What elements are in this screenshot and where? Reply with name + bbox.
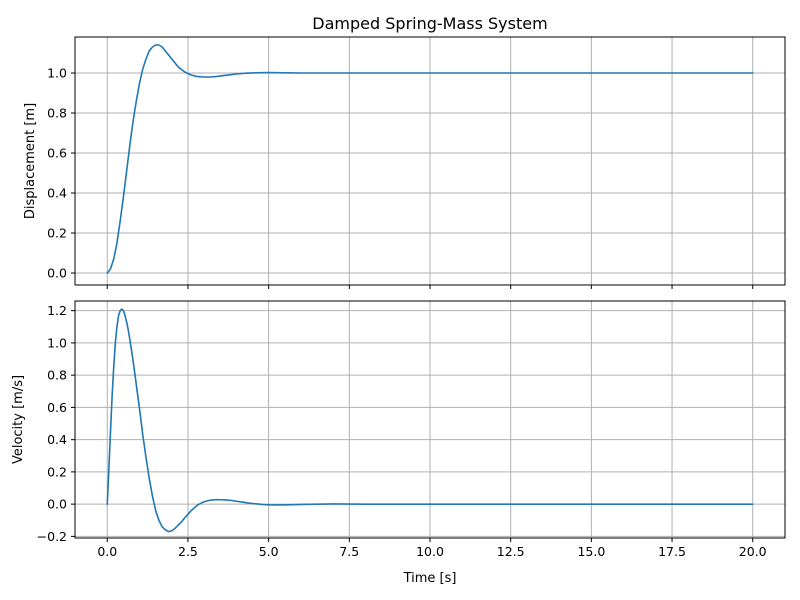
displacement-ytick-label-2: 0.4 [47, 186, 67, 201]
displacement-ytick-label-0: 0.0 [47, 266, 67, 281]
velocity-ylabel: Velocity [m/s] [11, 375, 26, 464]
displacement-ytick-label-5: 1.0 [47, 66, 67, 81]
velocity-xtick-label-8: 20.0 [739, 544, 767, 559]
displacement-series-line-0 [106, 44, 754, 274]
velocity-xtick-label-3: 7.5 [339, 544, 359, 559]
velocity-xtick-label-7: 17.5 [658, 544, 686, 559]
velocity-ytick-label-0: −0.2 [37, 529, 67, 544]
displacement-ytick-label-1: 0.2 [47, 226, 67, 241]
velocity-xtick-label-1: 2.5 [178, 544, 198, 559]
velocity-ytick-label-5: 0.8 [47, 368, 67, 383]
velocity-ytick-label-7: 1.2 [47, 303, 67, 318]
displacement-ytick-label-4: 0.8 [47, 106, 67, 121]
displacement-ylabel: Displacement [m] [23, 103, 38, 219]
velocity-xtick-label-6: 15.0 [577, 544, 605, 559]
displacement-ytick-label-3: 0.6 [47, 146, 67, 161]
velocity-xtick-label-5: 12.5 [497, 544, 525, 559]
velocity-xtick-label-0: 0.0 [97, 544, 117, 559]
velocity-panel: 0.0 2.5 5.0 7.5 10.0 12.5 15.0 17.5 20.0 −0.2 0.0 0… [11, 300, 786, 586]
velocity-series-line-0 [106, 308, 754, 533]
velocity-ytick-label-2: 0.2 [47, 464, 67, 479]
velocity-ytick-label-3: 0.4 [47, 432, 67, 447]
velocity-ytick-label-1: 0.0 [47, 497, 67, 512]
velocity-xlabel: Time [s] [403, 571, 457, 586]
figure-title: Damped Spring-Mass System [312, 14, 547, 33]
velocity-xtick-label-4: 10.0 [416, 544, 444, 559]
displacement-panel: 0.0 0.2 0.4 0.6 0.8 1.0 Displacement [m] [23, 36, 786, 289]
velocity-xtick-label-2: 5.0 [259, 544, 279, 559]
velocity-ytick-label-4: 0.6 [47, 400, 67, 415]
velocity-ytick-label-6: 1.0 [47, 335, 67, 350]
